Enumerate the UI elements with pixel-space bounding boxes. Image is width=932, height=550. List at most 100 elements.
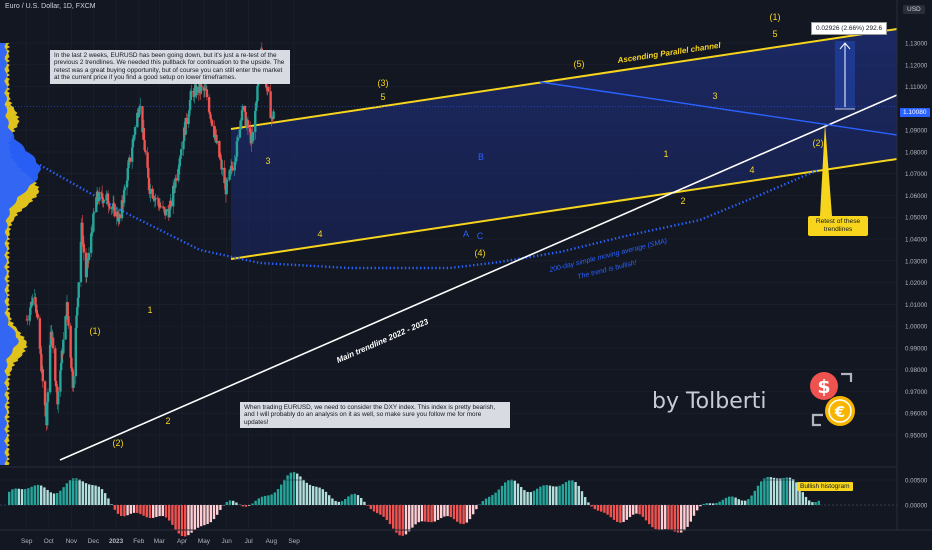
hist-bar	[536, 488, 539, 505]
candle-body	[177, 169, 180, 181]
hist-bar	[782, 478, 785, 505]
candle-body	[131, 139, 135, 148]
candle-body	[138, 107, 141, 113]
candle-body	[44, 405, 47, 417]
hist-bar	[612, 505, 616, 520]
candle-body	[269, 91, 272, 119]
hist-bar	[673, 505, 676, 532]
hist-bar	[430, 505, 433, 523]
hist-bar	[692, 505, 696, 516]
hist-bar	[315, 486, 318, 505]
hist-bar	[30, 486, 33, 505]
hist-bar	[382, 505, 385, 517]
candle-body	[102, 200, 105, 204]
hist-bar	[152, 505, 155, 518]
y-tick-label: 1.02000	[905, 280, 928, 287]
hist-bar	[116, 505, 120, 514]
measure-arrowhead	[839, 42, 851, 50]
y-tick-label: 1.00000	[905, 324, 928, 331]
candle-body	[146, 152, 149, 168]
candle-body	[95, 197, 98, 213]
hist-bar	[436, 505, 440, 520]
hist-bar	[526, 491, 529, 505]
hist-bar	[43, 487, 46, 505]
hist-bar	[817, 500, 820, 505]
candle-body	[54, 348, 57, 381]
candle-body	[121, 200, 124, 205]
candle-body	[180, 149, 183, 156]
hist-bar	[510, 479, 513, 505]
hist-bar	[411, 505, 414, 528]
retest-callout: Retest of these trendlines	[808, 216, 868, 236]
wave-label: A	[463, 229, 469, 239]
hist-bar	[564, 482, 568, 505]
candle-body	[92, 212, 96, 214]
hist-bar	[667, 505, 670, 530]
candle-body	[62, 339, 65, 354]
candle-body	[215, 134, 218, 143]
candle-body	[189, 91, 192, 101]
measure-tool-readout[interactable]: 0.02926 (2.66%) 292.6	[811, 22, 888, 35]
hist-bar	[302, 479, 305, 505]
hist-bar	[337, 501, 340, 505]
candle-body	[26, 319, 29, 321]
hist-bar	[312, 486, 315, 505]
candle-body	[116, 211, 119, 219]
hist-bar	[443, 505, 446, 517]
hist-bar	[705, 503, 708, 505]
candle-body	[235, 156, 238, 162]
hist-bar	[264, 495, 267, 505]
hist-bar	[142, 505, 145, 516]
hist-bar	[763, 478, 766, 505]
candle-body	[210, 118, 213, 121]
wave-label: (2)	[813, 138, 824, 148]
hist-bar	[721, 499, 724, 505]
y-tick-label: 0.97000	[905, 389, 928, 396]
hist-bar	[366, 505, 369, 506]
hist-bar	[225, 501, 228, 505]
hist-bar	[520, 487, 523, 505]
candle-body	[270, 116, 274, 119]
candle-body	[169, 200, 173, 207]
hist-bar	[532, 490, 536, 505]
candle-body	[46, 392, 50, 403]
candle-body	[251, 132, 255, 141]
hist-bar	[126, 505, 129, 516]
candle-body	[147, 177, 151, 191]
hist-bar	[318, 487, 321, 505]
hist-bar	[379, 505, 382, 515]
currency-badge[interactable]: USD	[903, 5, 925, 14]
candle-body	[35, 304, 38, 312]
x-tick-label: 2023	[109, 538, 124, 545]
hist-bar	[94, 485, 97, 505]
current-price-tag: 1.10080	[900, 108, 930, 117]
hist-bar	[491, 495, 494, 505]
hist-bar	[363, 501, 366, 505]
hist-bar	[251, 503, 254, 505]
hist-bar	[452, 505, 456, 520]
hist-bar	[200, 505, 203, 527]
candle-body	[51, 337, 55, 349]
arrow-bottom	[811, 413, 823, 427]
x-tick-label: Aug	[266, 538, 278, 545]
hist-bar	[158, 505, 161, 517]
candle-body	[185, 117, 188, 125]
author-watermark: by Tolberti	[652, 389, 767, 414]
candle-body	[113, 203, 116, 217]
hist-bar	[129, 505, 132, 514]
hist-bar	[462, 505, 465, 525]
hist-bar	[484, 498, 488, 505]
dollar-sign: $	[817, 376, 830, 398]
hist-bar	[702, 503, 705, 505]
candle-body	[151, 188, 154, 199]
hist-bar	[286, 475, 289, 505]
hist-bar	[24, 489, 27, 505]
candle-body	[28, 314, 31, 321]
candle-body	[106, 193, 110, 204]
hist-bar	[788, 477, 792, 505]
x-tick-label: Nov	[66, 538, 78, 545]
hist-bar	[401, 505, 404, 536]
hist-bar	[171, 505, 174, 525]
candle-body	[40, 354, 43, 372]
candle-body	[162, 206, 165, 209]
